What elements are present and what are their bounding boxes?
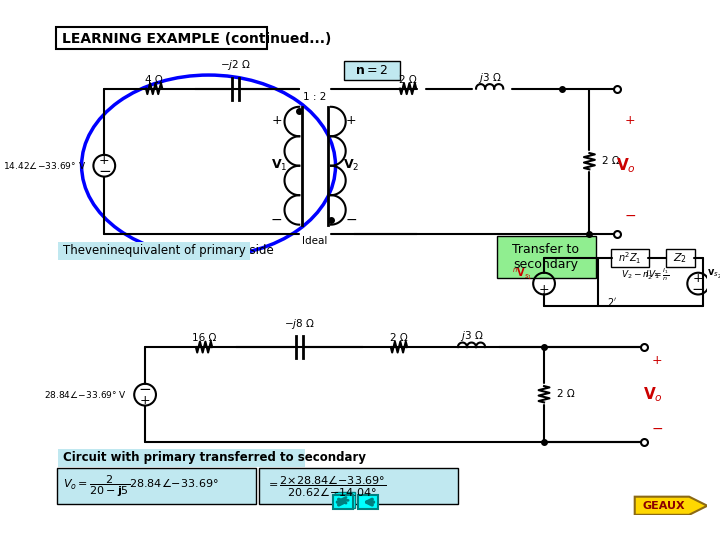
Text: $= \dfrac{2{\times}28.84\angle{-}33.69°}{20.62\angle{-}14.04°}$: $= \dfrac{2{\times}28.84\angle{-}33.69°}… [266,473,386,498]
FancyBboxPatch shape [58,242,251,260]
Text: $V_2 - nV_1$: $V_2 - nV_1$ [621,268,660,281]
Text: −: − [538,271,550,286]
Text: −: − [139,382,151,397]
Text: +: + [99,154,109,167]
Text: +: + [140,394,150,407]
Text: $-j2\ \Omega$: $-j2\ \Omega$ [220,58,251,72]
Text: $I_2 = \frac{I_1}{n}$: $I_2 = \frac{I_1}{n}$ [645,266,670,282]
Text: +: + [652,354,662,367]
FancyBboxPatch shape [343,60,400,80]
Text: −: − [624,208,636,222]
Text: $\mathbf{v}_{s_2}$: $\mathbf{v}_{s_2}$ [707,268,720,281]
Text: −: − [692,281,705,296]
Text: $\mathbf{n} = 2$: $\mathbf{n} = 2$ [356,64,388,77]
Polygon shape [635,497,707,515]
Text: $j3\ \Omega$: $j3\ \Omega$ [460,329,483,343]
Text: $\mathbf{V}_o$: $\mathbf{V}_o$ [616,157,636,175]
Text: Ideal: Ideal [302,235,328,246]
Text: +: + [271,114,282,127]
Text: 2 Ω: 2 Ω [557,389,575,399]
Text: $V_o = \dfrac{2}{20-\mathbf{j}5}28.84\angle{-}33.69°$: $V_o = \dfrac{2}{20-\mathbf{j}5}28.84\an… [63,473,219,498]
Polygon shape [336,493,354,508]
Text: $j3\ \Omega$: $j3\ \Omega$ [478,71,501,85]
Text: $28.84\angle\!-\!33.69°$ V: $28.84\angle\!-\!33.69°$ V [44,389,127,400]
Text: Transfer to
secondary: Transfer to secondary [513,244,580,271]
Text: 2 Ω: 2 Ω [390,333,408,343]
Text: +: + [346,114,356,127]
Text: $\mathbf{V}_1$: $\mathbf{V}_1$ [271,158,287,173]
FancyBboxPatch shape [58,449,305,467]
Text: $n^2 Z_1$: $n^2 Z_1$ [618,251,642,266]
FancyBboxPatch shape [57,468,256,504]
Text: $\mathbf{V}_2$: $\mathbf{V}_2$ [343,158,359,173]
Text: 4 Ω: 4 Ω [145,75,163,85]
Text: −: − [271,213,282,227]
Text: 16 Ω: 16 Ω [192,333,216,343]
FancyBboxPatch shape [665,249,695,267]
FancyBboxPatch shape [259,468,458,504]
Text: 2 Ω: 2 Ω [602,156,620,166]
Text: −: − [98,164,111,179]
Text: +: + [693,272,703,285]
Text: $14.42\angle\!-\!33.69°$ V: $14.42\angle\!-\!33.69°$ V [3,160,86,171]
Text: +: + [539,282,549,295]
Text: LEARNING EXAMPLE (continued...): LEARNING EXAMPLE (continued...) [62,32,331,46]
Text: 2 Ω: 2 Ω [399,75,417,85]
Text: $^n\mathbf{V}_{s_1}$: $^n\mathbf{V}_{s_1}$ [512,267,532,282]
Text: $-j8\ \Omega$: $-j8\ \Omega$ [284,317,315,331]
Text: −: − [652,422,663,436]
FancyBboxPatch shape [358,495,378,509]
Text: +: + [625,114,636,127]
Text: $2'$: $2'$ [607,296,617,308]
Text: −: − [345,213,356,227]
FancyBboxPatch shape [335,492,354,509]
FancyBboxPatch shape [56,27,266,49]
Text: Circuit with primary transferred to secondary: Circuit with primary transferred to seco… [63,451,366,464]
FancyBboxPatch shape [333,495,353,509]
Text: 1 : 2: 1 : 2 [303,92,327,102]
Text: GEAUX: GEAUX [642,501,685,511]
Text: Theveninequivalent of primary side: Theveninequivalent of primary side [63,245,274,258]
Text: $Z_2$: $Z_2$ [673,251,687,265]
FancyBboxPatch shape [611,249,649,267]
FancyBboxPatch shape [497,237,595,278]
Text: $\mathbf{V}_o$: $\mathbf{V}_o$ [643,385,663,403]
